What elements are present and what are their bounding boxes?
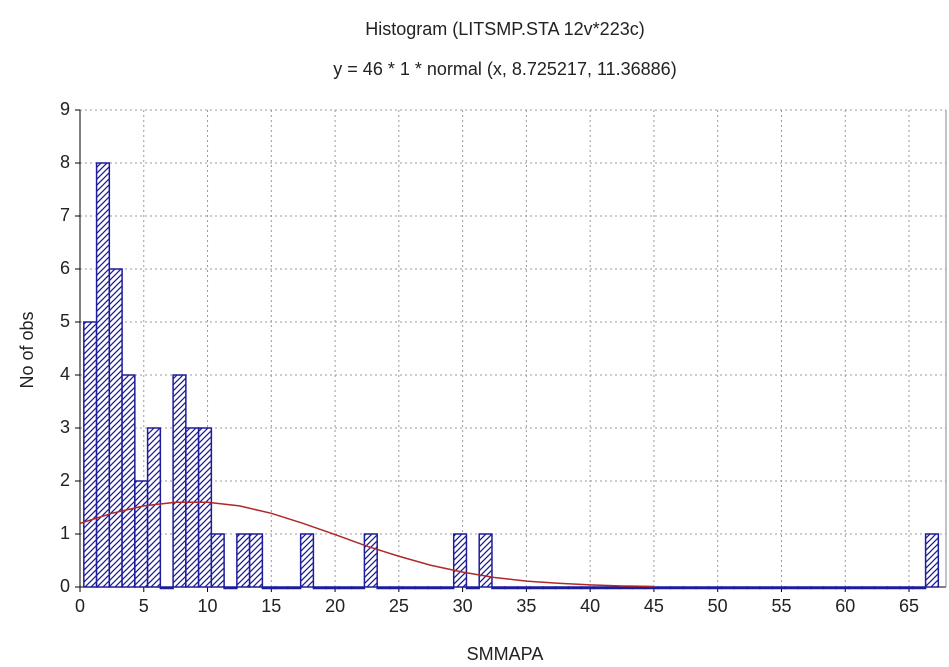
bar	[478, 533, 493, 588]
bar	[644, 586, 659, 590]
y-tick-label: 9	[60, 99, 70, 119]
y-tick-label: 1	[60, 523, 70, 543]
bar	[733, 586, 748, 590]
bar	[389, 586, 404, 590]
bar	[350, 586, 366, 590]
bar	[529, 586, 544, 590]
bar	[835, 586, 850, 590]
bar	[822, 586, 838, 590]
y-tick-label: 4	[60, 364, 70, 384]
chart-subtitle: y = 46 * 1 * normal (x, 8.725217, 11.368…	[333, 59, 676, 79]
bar	[682, 586, 697, 590]
bar	[593, 586, 608, 590]
bar	[848, 586, 863, 590]
x-axis-label: SMMAPA	[467, 644, 544, 664]
bar	[440, 586, 455, 590]
chart-title: Histogram (LITSMP.STA 12v*223c)	[365, 19, 644, 39]
bar	[312, 586, 327, 590]
bar	[236, 533, 251, 588]
bar	[516, 586, 531, 590]
bar	[325, 586, 340, 590]
bar	[172, 374, 187, 588]
x-tick-label: 30	[453, 596, 473, 616]
bar	[580, 586, 595, 590]
bar	[542, 586, 557, 590]
bar	[784, 586, 799, 590]
bar	[554, 586, 570, 590]
bar	[810, 586, 825, 590]
x-tick-label: 45	[644, 596, 664, 616]
x-tick-label: 0	[75, 596, 85, 616]
x-tick-label: 35	[516, 596, 536, 616]
bar	[274, 586, 289, 590]
bar	[503, 586, 519, 590]
bar	[567, 586, 582, 590]
y-tick-label: 3	[60, 417, 70, 437]
bar	[134, 480, 149, 588]
y-tick-label: 6	[60, 258, 70, 278]
bar	[210, 533, 225, 588]
x-tick-label: 55	[771, 596, 791, 616]
bar	[401, 586, 417, 590]
bar	[759, 586, 774, 590]
x-tick-label: 60	[835, 596, 855, 616]
bar	[746, 586, 761, 590]
bar	[185, 427, 200, 588]
bar	[618, 586, 634, 590]
y-tick-label: 5	[60, 311, 70, 331]
bar	[797, 586, 812, 590]
bar	[899, 586, 914, 590]
y-tick-label: 8	[60, 152, 70, 172]
bar	[605, 586, 621, 590]
bar	[108, 268, 123, 588]
bar	[197, 427, 213, 588]
bar	[338, 586, 353, 590]
bar	[121, 374, 136, 588]
x-tick-label: 15	[261, 596, 281, 616]
bar	[631, 586, 646, 590]
x-tick-label: 10	[198, 596, 218, 616]
bar	[146, 427, 162, 588]
bar	[223, 586, 238, 590]
bar	[465, 586, 480, 590]
bar	[159, 586, 174, 590]
bar	[657, 586, 672, 590]
fit-curve	[79, 501, 654, 588]
bar	[720, 586, 736, 590]
x-tick-label: 65	[899, 596, 919, 616]
x-tick-label: 5	[139, 596, 149, 616]
bar	[95, 162, 111, 588]
bar	[299, 533, 315, 588]
bar	[363, 533, 378, 588]
bar	[912, 586, 927, 590]
y-tick-label: 0	[60, 576, 70, 596]
bar	[491, 586, 506, 590]
bar	[708, 586, 723, 590]
bar	[376, 586, 391, 590]
bar	[287, 586, 302, 590]
y-tick-label: 7	[60, 205, 70, 225]
x-tick-label: 40	[580, 596, 600, 616]
x-tick-label: 20	[325, 596, 345, 616]
bar	[861, 586, 876, 590]
x-tick-label: 25	[389, 596, 409, 616]
x-tick-label: 50	[708, 596, 728, 616]
bar	[886, 586, 901, 590]
bar	[669, 586, 685, 590]
bar	[924, 533, 940, 588]
bar	[452, 533, 468, 588]
y-axis-label: No of obs	[17, 311, 37, 388]
bar	[873, 586, 889, 590]
bar	[414, 586, 429, 590]
bar	[695, 586, 710, 590]
bar	[248, 533, 264, 588]
bar	[261, 586, 276, 590]
bar	[771, 586, 787, 590]
y-tick-label: 2	[60, 470, 70, 490]
bar	[427, 586, 442, 590]
bar	[83, 321, 98, 588]
